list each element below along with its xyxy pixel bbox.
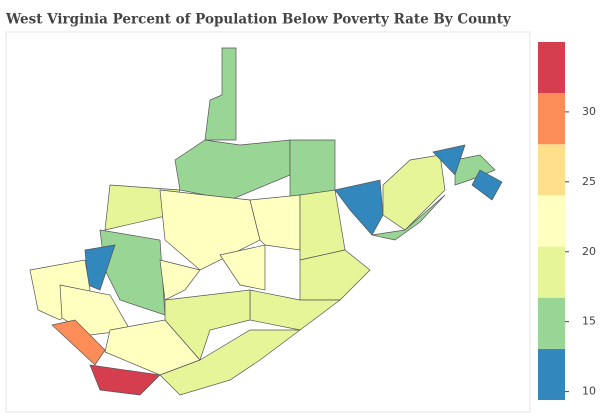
map-frame [5, 31, 531, 413]
county [89, 364, 161, 396]
colorbar-tick-label: 25 [582, 175, 596, 188]
county [204, 47, 237, 141]
color-band [538, 144, 565, 196]
county [432, 144, 466, 176]
color-band [538, 195, 565, 247]
county [219, 244, 266, 291]
color-band [538, 93, 565, 145]
county [334, 179, 384, 236]
county [299, 249, 371, 301]
colorbar: 10 15 20 25 30 [538, 42, 596, 400]
county-layer [29, 47, 503, 396]
colorbar-tick-label: 15 [582, 315, 596, 328]
county [159, 329, 302, 396]
color-band [538, 297, 565, 349]
color-band [538, 348, 565, 400]
county [159, 259, 201, 301]
colorbar-tick-label: 20 [582, 245, 596, 258]
chart-title: West Virginia Percent of Population Belo… [5, 12, 512, 28]
county [249, 194, 301, 251]
color-band [538, 42, 565, 94]
county [174, 139, 291, 201]
county [371, 194, 446, 241]
colorbar-tick-label: 30 [582, 105, 596, 118]
county [471, 169, 503, 201]
colorbar-tick-label: 10 [582, 385, 596, 398]
color-band [538, 246, 565, 298]
county [382, 154, 446, 231]
county [299, 189, 346, 261]
county [164, 289, 251, 361]
county [51, 319, 106, 366]
